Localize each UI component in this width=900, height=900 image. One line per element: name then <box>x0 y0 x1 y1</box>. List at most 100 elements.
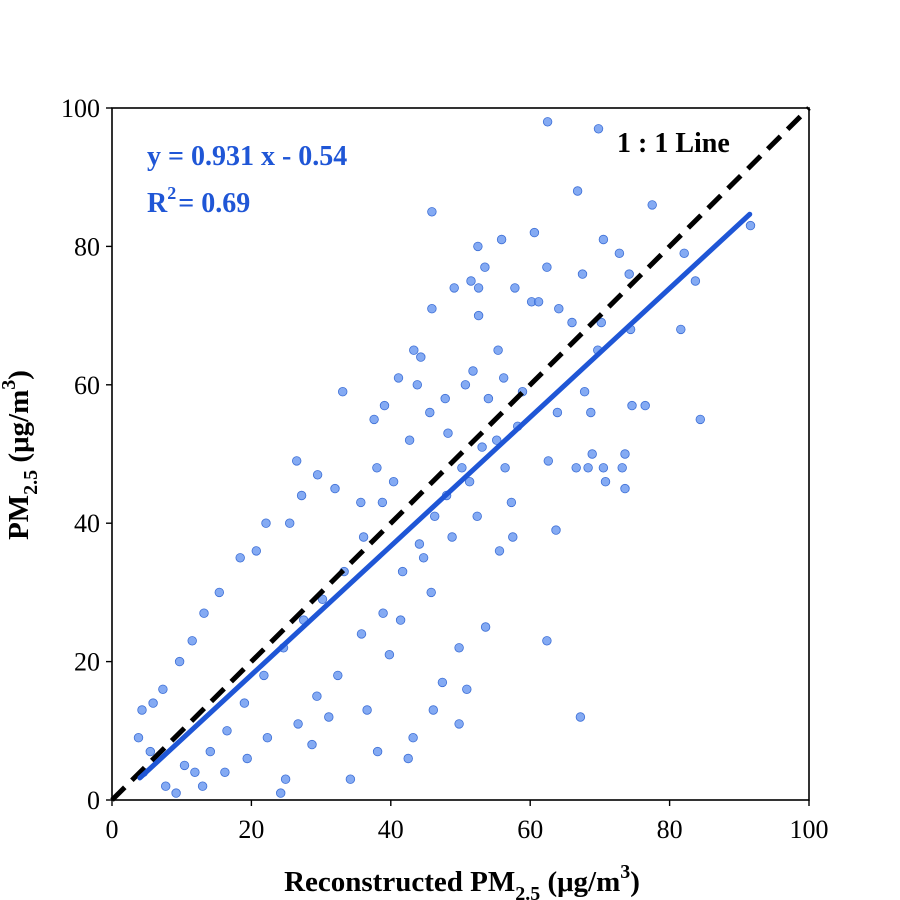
scatter-point <box>418 553 429 563</box>
scatter-point <box>575 712 586 722</box>
y-tick-label: 100 <box>61 94 100 123</box>
scatter-point <box>676 324 686 335</box>
scatter-point <box>190 767 200 778</box>
scatter-point <box>571 463 581 473</box>
scatter-point <box>598 463 609 473</box>
scatter-point <box>596 317 607 328</box>
scatter-point <box>533 297 544 307</box>
scatter-point <box>395 615 406 625</box>
x-tick-label: 20 <box>238 815 264 844</box>
scatter-point <box>378 608 388 618</box>
scatter-point <box>199 608 209 618</box>
scatter-point <box>205 746 216 757</box>
scatter-point <box>443 428 453 438</box>
scatter-point <box>412 380 423 390</box>
scatter-point <box>397 566 408 577</box>
scatter-point <box>251 546 261 556</box>
y-axis-title-superscript: 3 <box>0 380 20 390</box>
scatter-point <box>447 532 457 542</box>
scatter-point <box>409 345 419 355</box>
scatter-point <box>372 746 383 757</box>
scatter-point <box>133 733 144 743</box>
scatter-point <box>586 407 596 418</box>
scatter-point <box>554 304 564 314</box>
x-axis-title-subscript: 2.5 <box>515 883 540 900</box>
scatter-point <box>408 733 418 743</box>
r-squared-superscript: 2 <box>167 183 176 203</box>
scatter-point <box>333 670 343 681</box>
scatter-point <box>377 497 388 508</box>
scatter-point <box>372 463 382 473</box>
scatter-point <box>160 781 171 791</box>
scatter-point <box>543 456 554 466</box>
scatter-point <box>624 269 634 279</box>
scatter-point <box>330 483 340 494</box>
y-axis-title-unit: (μg/m <box>3 390 35 470</box>
scatter-point <box>158 684 168 695</box>
scatter-point <box>437 677 448 688</box>
x-tick-label: 40 <box>378 815 404 844</box>
scatter-point <box>430 511 440 522</box>
scatter-point <box>307 739 317 750</box>
scatter-point <box>473 241 483 252</box>
scatter-point <box>462 684 472 695</box>
axis-ticks: 0 20 40 60 80 100 0 20 40 60 80 100 <box>61 94 829 844</box>
scatter-point <box>542 262 552 272</box>
scatter-point <box>426 587 436 598</box>
scatter-point <box>449 283 459 293</box>
scatter-point <box>679 248 689 259</box>
scatter-point <box>454 719 464 729</box>
scatter-point <box>222 726 232 736</box>
y-axis-title-prefix: PM <box>3 495 35 540</box>
scatter-point <box>280 774 291 784</box>
scatter-point <box>472 511 482 522</box>
scatter-point <box>235 553 245 563</box>
scatter-point <box>647 200 657 210</box>
scatter-point <box>620 449 630 459</box>
scatter-point <box>296 490 307 501</box>
scatter-point <box>262 733 273 743</box>
scatter-point <box>506 497 517 508</box>
scatter-point <box>583 463 593 473</box>
x-axis-title-prefix: Reconstructed PM <box>284 866 515 898</box>
scatter-point <box>460 380 471 390</box>
scatter-point <box>477 442 487 452</box>
y-tick-label: 60 <box>74 371 100 400</box>
scatter-point <box>356 497 366 508</box>
scatter-point <box>338 387 348 397</box>
x-tick-label: 80 <box>657 815 683 844</box>
scatter-point <box>384 650 395 660</box>
scatter-point <box>440 393 450 404</box>
scatter-point <box>197 781 208 791</box>
scatter-point <box>508 532 518 542</box>
y-tick-label: 0 <box>87 786 100 815</box>
scatter-point <box>473 310 484 321</box>
scatter-point <box>428 705 439 715</box>
scatter-point <box>276 788 286 798</box>
scatter-point <box>379 400 390 411</box>
scatter-point <box>414 539 425 549</box>
scatter-point <box>454 643 464 653</box>
scatter-point <box>293 719 303 729</box>
x-axis-title-superscript: 3 <box>620 861 630 883</box>
x-axis-title-suffix: ) <box>630 866 640 898</box>
r-squared-value: = 0.69 <box>178 188 250 219</box>
r-squared-prefix: R <box>147 188 168 219</box>
scatter-point <box>627 400 637 411</box>
scatter-point <box>587 449 597 459</box>
scatter-point <box>473 283 484 293</box>
scatter-point <box>572 186 583 196</box>
scatter-point <box>214 587 225 598</box>
equation-annotation: y = 0.931 x - 0.54 <box>147 141 347 172</box>
identity-line-label: 1 : 1 Line <box>617 128 730 159</box>
scatter-point <box>617 463 627 473</box>
y-tick-label: 40 <box>74 509 100 538</box>
scatter-point <box>388 477 399 487</box>
scatter-point <box>261 518 271 528</box>
scatter-point <box>362 705 372 715</box>
scatter-point <box>425 407 435 418</box>
scatter-point <box>404 435 415 445</box>
scatter-point <box>324 712 334 722</box>
r-squared-annotation: R2= 0.69 <box>147 183 250 219</box>
